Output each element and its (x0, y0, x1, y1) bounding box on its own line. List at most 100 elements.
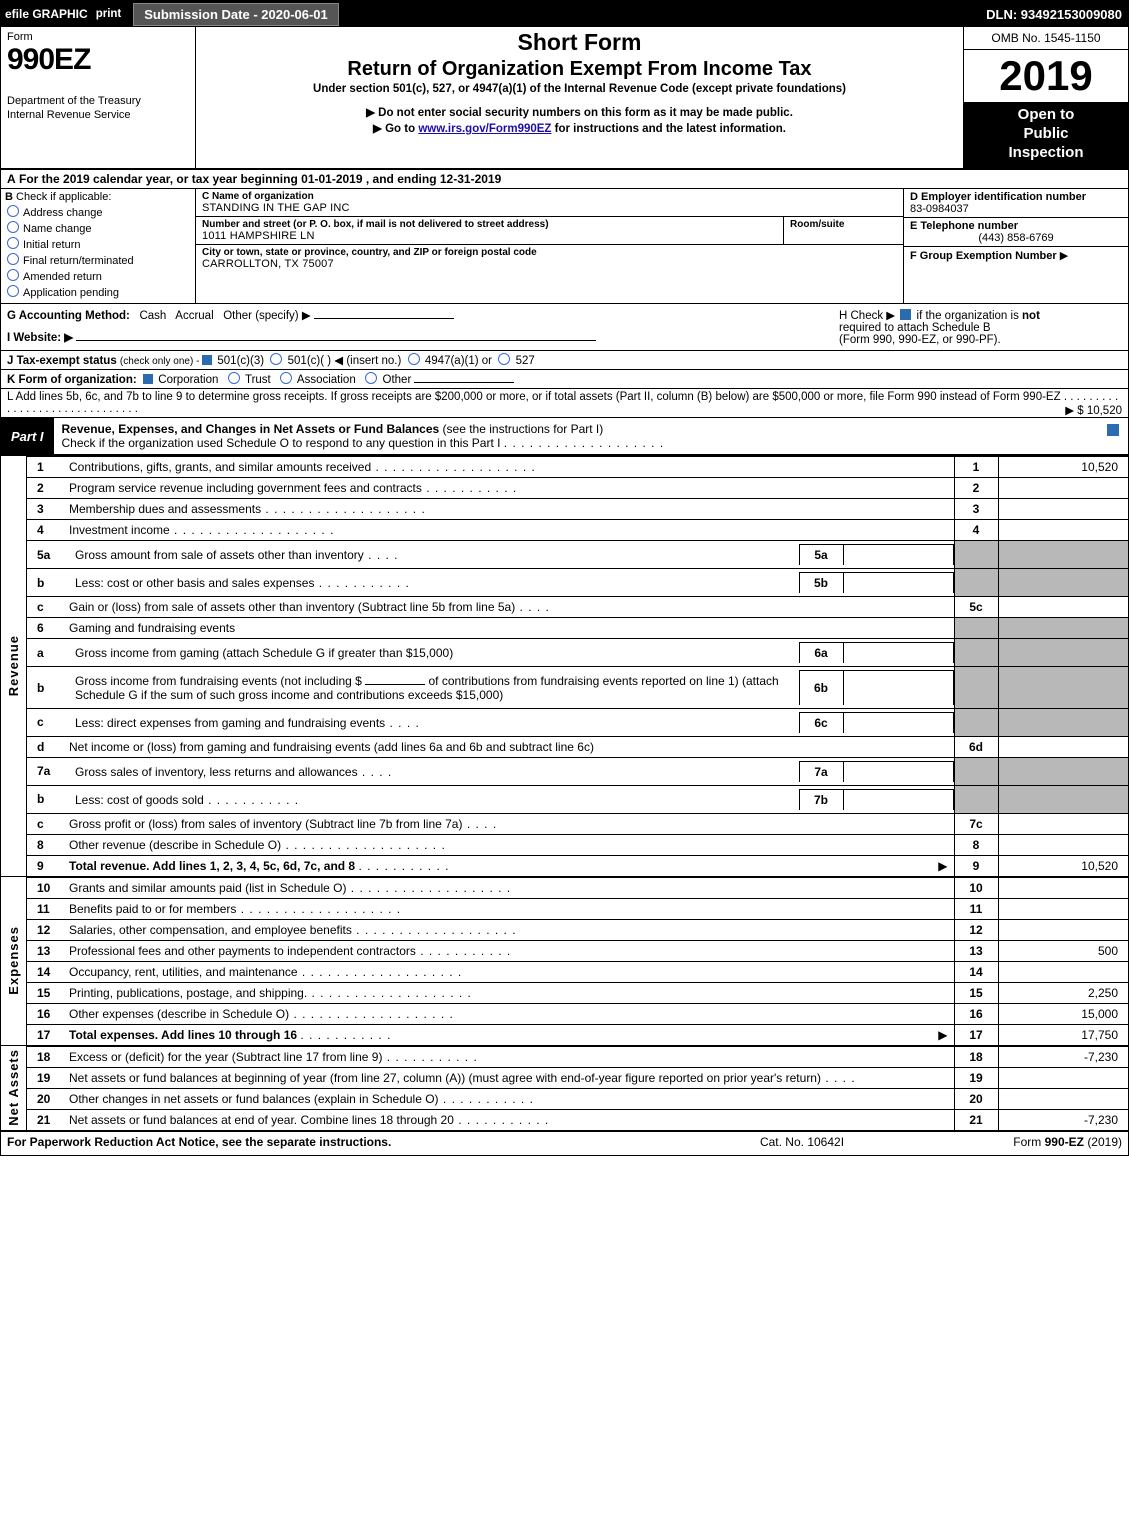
line-18-text: Excess or (deficit) for the year (Subtra… (69, 1050, 478, 1064)
line-18-value: -7,230 (998, 1046, 1128, 1067)
chk-initial-return[interactable]: Initial return (7, 237, 191, 251)
chk-corp[interactable] (143, 374, 155, 386)
chk-501c[interactable] (270, 355, 284, 367)
label-b: B (5, 191, 13, 203)
line-6b-blank[interactable] (365, 684, 425, 685)
line-12-value (998, 919, 1128, 940)
website-input[interactable] (76, 340, 596, 341)
h-text-1: H Check ▶ (839, 310, 895, 322)
line-5a-text: Gross amount from sale of assets other t… (75, 548, 398, 562)
f-arrow: ▶ (1060, 250, 1068, 262)
k-other-input[interactable] (414, 382, 514, 383)
title-return: Return of Organization Exempt From Incom… (206, 58, 953, 81)
part-1-badge: Part I (1, 418, 54, 454)
line-16-text: Other expenses (describe in Schedule O) (69, 1007, 454, 1021)
opt-501c: 501(c)( ) ◀ (insert no.) (288, 355, 402, 367)
chk-k-other[interactable] (365, 374, 379, 386)
inspection-1: Open to (966, 106, 1126, 125)
line-15-text: Printing, publications, postage, and shi… (69, 986, 472, 1000)
line-15-value: 2,250 (998, 982, 1128, 1003)
part-1-sub: Check if the organization used Schedule … (62, 436, 501, 450)
line-6a-text: Gross income from gaming (attach Schedul… (69, 643, 799, 664)
chk-final-return[interactable]: Final return/terminated (7, 253, 191, 267)
line-3-text: Membership dues and assessments (69, 502, 426, 516)
note-ssn: ▶ Do not enter social security numbers o… (206, 105, 953, 119)
label-d: D Employer identification number (910, 191, 1122, 203)
part-1-checkbox[interactable] (1098, 418, 1128, 454)
line-2-text: Program service revenue including govern… (69, 481, 517, 495)
section-revenue: Revenue (1, 456, 27, 876)
dept-line-1: Department of the Treasury (7, 95, 189, 109)
line-4-text: Investment income (69, 523, 334, 537)
period-end: 12-31-2019 (440, 172, 501, 186)
cell-7a-num: 7a (799, 761, 843, 782)
l-amount: ▶ $ 10,520 (1065, 403, 1122, 417)
h-text-4: (Form 990, 990-EZ, or 990-PF). (839, 334, 1001, 346)
box-b: B Check if applicable: Address change Na… (1, 189, 196, 303)
period-line: A For the 2019 calendar year, or tax yea… (1, 170, 1128, 189)
opt-trust: Trust (245, 374, 271, 386)
section-expenses: Expenses (1, 877, 27, 1045)
label-f: F Group Exemption Number (910, 250, 1057, 262)
label-g: G Accounting Method: (7, 310, 130, 322)
opt-cash: Cash (139, 310, 166, 322)
cell-7b-val (843, 789, 953, 810)
chk-address-change[interactable]: Address change (7, 205, 191, 219)
part-1-note: (see the instructions for Part I) (443, 422, 604, 436)
line-17-value: 17,750 (998, 1024, 1128, 1045)
label-street: Number and street (or P. O. box, if mail… (202, 219, 777, 230)
row-j: J Tax-exempt status (check only one) - 5… (1, 351, 1128, 370)
footer-mid: Cat. No. 10642I (682, 1135, 922, 1149)
phone-value: (443) 858-6769 (910, 232, 1122, 244)
period-begin: 01-01-2019 (301, 172, 362, 186)
ein-value: 83-0984037 (910, 203, 1122, 215)
line-1-value: 10,520 (998, 457, 1128, 478)
label-k: K Form of organization: (7, 374, 137, 386)
cell-7a-val (843, 761, 953, 782)
line-3-value (998, 499, 1128, 520)
cell-5a-val (843, 545, 953, 566)
section-revenue-label: Revenue (6, 635, 21, 696)
dln-label: DLN: 93492153009080 (986, 7, 1128, 22)
period-mid: , and ending (366, 172, 440, 186)
line-16-value: 15,000 (998, 1003, 1128, 1024)
g-other-input[interactable] (314, 318, 454, 319)
section-net-assets-label: Net Assets (6, 1049, 21, 1126)
tax-year: 2019 (964, 50, 1128, 102)
chk-name-change[interactable]: Name change (7, 221, 191, 235)
line-9-text: Total revenue. Add lines 1, 2, 3, 4, 5c,… (69, 859, 355, 873)
chk-501c3[interactable] (202, 355, 214, 367)
label-j: J Tax-exempt status (7, 355, 117, 367)
chk-amended-return[interactable]: Amended return (7, 269, 191, 283)
line-14-text: Occupancy, rent, utilities, and maintena… (69, 965, 462, 979)
line-14-value (998, 961, 1128, 982)
chk-h[interactable] (898, 310, 913, 322)
note-goto-post: for instructions and the latest informat… (555, 123, 786, 135)
chk-assoc[interactable] (280, 374, 294, 386)
line-12-text: Salaries, other compensation, and employ… (69, 923, 517, 937)
line-21-text: Net assets or fund balances at end of ye… (69, 1113, 549, 1127)
opt-corp: Corporation (158, 374, 218, 386)
line-6d-text: Net income or (loss) from gaming and fun… (63, 736, 954, 757)
opt-other: Other (specify) ▶ (223, 310, 310, 322)
efile-label: efile GRAPHIC (1, 7, 96, 21)
chk-4947[interactable] (408, 355, 422, 367)
line-17-dots (300, 1028, 391, 1042)
line-10-text: Grants and similar amounts paid (list in… (69, 881, 511, 895)
cell-5b-val (843, 573, 953, 594)
line-6d-value (998, 736, 1128, 757)
irs-link[interactable]: www.irs.gov/Form990EZ (418, 123, 551, 135)
form-prefix: Form (7, 31, 189, 43)
line-11-text: Benefits paid to or for members (69, 902, 401, 916)
part-1-header: Part I Revenue, Expenses, and Changes in… (1, 418, 1128, 455)
line-2-value (998, 478, 1128, 499)
chk-trust[interactable] (228, 374, 242, 386)
period-text-1: For the 2019 calendar year, or tax year … (19, 172, 301, 186)
chk-527[interactable] (498, 355, 512, 367)
opt-k-other: Other (383, 374, 412, 386)
omb-no: OMB No. 1545-1150 (964, 27, 1128, 50)
chk-application-pending[interactable]: Application pending (7, 285, 191, 299)
label-room: Room/suite (790, 219, 897, 230)
print-link[interactable]: print (96, 8, 130, 20)
line-9-dots (358, 859, 449, 873)
